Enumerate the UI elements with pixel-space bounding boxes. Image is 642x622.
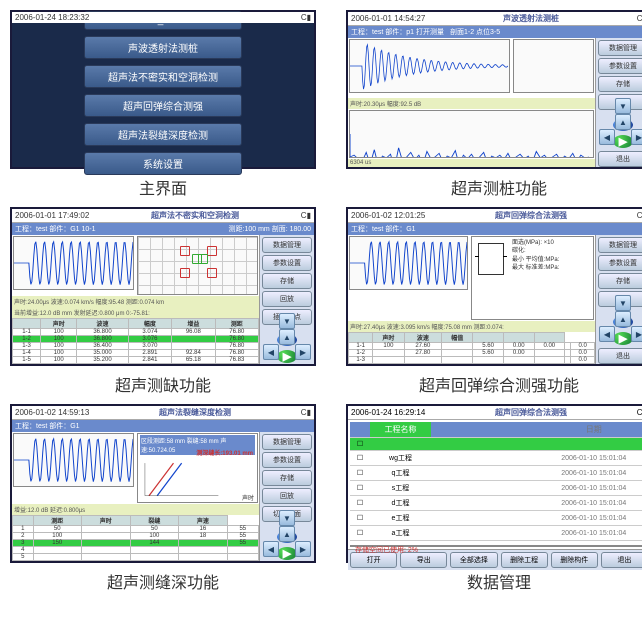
sidebar: 数据管理参数设置存储回放插入测点▲▼◀▶+▶退出 — [259, 235, 314, 364]
side-button[interactable]: 参数设置 — [262, 452, 312, 468]
screens-grid: 2006-01-24 18:23:32 C▮ GTJ_U900声波透射法测桩超声… — [10, 10, 642, 593]
screen-pile: 2006-01-01 14:54:27 声波透射法测桩 C▮ 工程：test 部… — [346, 10, 642, 169]
cell-pile: 2006-01-01 14:54:27 声波透射法测桩 C▮ 工程：test 部… — [346, 10, 642, 199]
sample-button[interactable]: ▶ — [277, 350, 297, 363]
sidebar: 数据管理参数设置存储回放▲▼◀▶+▶退出 — [595, 38, 642, 167]
title: 声波透射法测桩 — [503, 13, 559, 24]
exit-button[interactable]: 退出 — [598, 151, 642, 167]
sample-button[interactable]: ▶ — [613, 135, 633, 148]
readout2: 6304 us — [348, 159, 595, 167]
params-panel: 面选(MPa): ×10碳化:最小 平均值:MPa:最大 标准差:MPa: — [471, 236, 594, 320]
menu-button[interactable]: 系统设置 — [84, 152, 242, 175]
storage-bar: 存储空间已使用: 2% — [350, 545, 642, 547]
caption: 主界面 — [10, 175, 316, 199]
timestamp: 2006-01-24 18:23:32 — [15, 13, 89, 22]
screen-rebound: 2006-01-02 12:01:25超声回弹综合法测强C▮ 工程：test 部… — [346, 207, 642, 366]
side-button[interactable]: 存储 — [262, 470, 312, 486]
action-button[interactable]: 全部选择 — [450, 552, 497, 568]
indicator: C▮ — [637, 14, 642, 23]
cell-defect: 2006-01-01 17:49:02超声法不密实和空洞检测C▮ 工程：test… — [10, 207, 316, 396]
screen-data-mgmt: 2006-01-24 16:29:14超声回弹综合法测强C▮ 工程名称日期 ☐☐… — [346, 404, 642, 563]
side-button[interactable]: 数据管理 — [598, 40, 642, 56]
screen-main: 2006-01-24 18:23:32 C▮ GTJ_U900声波透射法测桩超声… — [10, 10, 316, 169]
cell-crack: 2006-01-02 14:59:13超声法裂缝深度检测C▮ 工程：test 部… — [10, 404, 316, 593]
diagram-icon — [478, 243, 504, 275]
menu-button[interactable]: 超声回弹综合测强 — [84, 94, 242, 117]
file-table: 工程名称日期 ☐☐wg工程2006-01-10 15:01:04☐q工程2006… — [350, 422, 642, 541]
file-row[interactable]: ☐d工程2006-01-10 15:01:04 — [350, 496, 642, 511]
exit-button[interactable]: 退出 — [598, 348, 642, 364]
side-button[interactable]: 回放 — [262, 291, 312, 307]
menu-button[interactable]: 超声法不密实和空洞检测 — [84, 65, 242, 88]
side-button[interactable]: 数据管理 — [262, 434, 312, 450]
menu-button[interactable]: 声波透射法测桩 — [84, 36, 242, 59]
file-row[interactable]: ☐ — [350, 438, 642, 451]
appbar: 2006-01-01 14:54:27 声波透射法测桩 C▮ — [348, 12, 642, 26]
titlebar: 2006-01-24 18:23:32 C▮ — [12, 12, 314, 23]
action-button[interactable]: 退出 — [601, 552, 642, 568]
waveform — [349, 236, 468, 290]
bar-panel — [513, 39, 594, 93]
readout: 声时:20.30μs 幅度:92.5 dB — [348, 98, 595, 109]
waveform — [13, 236, 134, 290]
screen-defect: 2006-01-01 17:49:02超声法不密实和空洞检测C▮ 工程：test… — [10, 207, 316, 366]
file-row[interactable]: ☐q工程2006-01-10 15:01:04 — [350, 466, 642, 481]
cell-rebound: 2006-01-02 12:01:25超声回弹综合法测强C▮ 工程：test 部… — [346, 207, 642, 396]
side-button[interactable]: 存储 — [262, 273, 312, 289]
file-row[interactable]: ☐s工程2006-01-10 15:01:04 — [350, 481, 642, 496]
file-row[interactable]: ☐wg工程2006-01-10 15:01:04 — [350, 451, 642, 466]
screen-crack: 2006-01-02 14:59:13超声法裂缝深度检测C▮ 工程：test 部… — [10, 404, 316, 563]
side-button[interactable]: 存储 — [598, 273, 642, 289]
sample-button[interactable]: ▶ — [277, 547, 297, 560]
file-row[interactable]: ☐a工程2006-01-10 15:01:04 — [350, 526, 642, 541]
sidebar: 数据管理参数设置存储回放▲▼◀▶+▶退出 — [595, 235, 642, 364]
action-button[interactable]: 删除构件 — [551, 552, 598, 568]
side-button[interactable]: 参数设置 — [598, 255, 642, 271]
side-button[interactable]: 数据管理 — [598, 237, 642, 253]
file-row[interactable]: ☐e工程2006-01-10 15:01:04 — [350, 511, 642, 526]
data-table: 声时波速幅度增益测距1-110036.8003.07496.0876.801-2… — [12, 318, 259, 364]
sidebar: 数据管理参数设置存储回放切换剖面▲▼◀▶+▶退出 — [259, 432, 314, 561]
sample-button[interactable]: ▶ — [613, 332, 633, 345]
caption: 超声测桩功能 — [346, 175, 642, 199]
side-button[interactable]: 数据管理 — [262, 237, 312, 253]
cell-main-menu: 2006-01-24 18:23:32 C▮ GTJ_U900声波透射法测桩超声… — [10, 10, 316, 199]
menu-button[interactable]: 超声法裂缝深度检测 — [84, 123, 242, 146]
statusbar: 工程：test 部件：p1 打开测量 剖面1-2 点位3-5 — [348, 26, 642, 38]
side-button[interactable]: 参数设置 — [598, 58, 642, 74]
side-button[interactable]: 存储 — [598, 76, 642, 92]
cell-data-mgmt: 2006-01-24 16:29:14超声回弹综合法测强C▮ 工程名称日期 ☐☐… — [346, 404, 642, 593]
grid-plot — [137, 236, 258, 295]
crack-plot: 区段测距:58 mm 裂缝:58 mm 声速:50.724.05 测深缝长:19… — [137, 433, 258, 503]
waveform — [13, 433, 134, 487]
waveform-2 — [349, 110, 594, 158]
timestamp: 2006-01-01 14:54:27 — [351, 14, 425, 23]
side-button[interactable]: 回放 — [262, 488, 312, 504]
indicator: C▮ — [301, 13, 311, 22]
waveform-1 — [349, 39, 510, 93]
action-button[interactable]: 删除工程 — [501, 552, 548, 568]
side-button[interactable]: 参数设置 — [262, 255, 312, 271]
data-table: 测距声时裂缝声速1505016552100100185531501445545 — [12, 515, 259, 561]
data-table: 声时波速幅值1-110027.605.600.000.000.01-227.80… — [348, 332, 595, 364]
